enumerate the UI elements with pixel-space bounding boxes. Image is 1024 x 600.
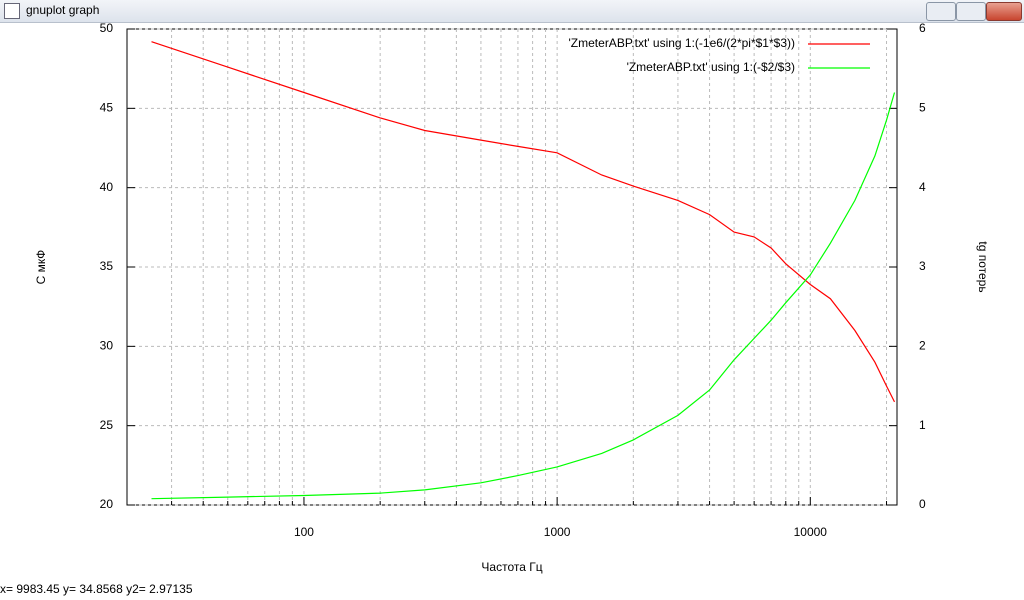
y2-tick-label: 3 — [919, 259, 926, 273]
app-icon — [4, 3, 20, 19]
y2-tick-label: 4 — [919, 180, 926, 194]
y2-tick-label: 0 — [919, 497, 926, 511]
y2-tick-label: 2 — [919, 339, 926, 353]
y2-tick-label: 6 — [919, 22, 926, 35]
y-tick-label: 45 — [100, 101, 114, 115]
y2-axis-label: tg потерь — [976, 241, 990, 292]
title-bar: gnuplot graph — [0, 0, 1024, 23]
x-axis-label: Частота Гц — [481, 560, 542, 574]
window-title: gnuplot graph — [26, 3, 100, 17]
y-tick-label: 40 — [100, 180, 114, 194]
legend-label: 'ZmeterABP.txt' using 1:(-1e6/(2*pi*$1*$… — [569, 36, 795, 50]
y-tick-label: 35 — [100, 259, 114, 273]
y2-tick-label: 5 — [919, 101, 926, 115]
status-bar: x= 9983.45 y= 34.8568 y2= 2.97135 — [0, 582, 193, 596]
data-line — [151, 41, 896, 403]
x-tick-label: 10000 — [794, 525, 828, 539]
maximize-button[interactable] — [956, 2, 986, 21]
close-button[interactable] — [986, 2, 1022, 21]
y-tick-label: 30 — [100, 339, 114, 353]
legend-label: 'ZmeterABP.txt' using 1:(-$2/$3) — [627, 60, 795, 74]
y-axis-label: С мкФ — [34, 250, 48, 285]
data-line — [151, 92, 896, 500]
minimize-button[interactable] — [926, 2, 956, 21]
y-tick-label: 25 — [100, 418, 114, 432]
y-tick-label: 20 — [100, 497, 114, 511]
chart: С мкФ tg потерь Частота Гц 2025303540455… — [34, 22, 990, 574]
x-tick-label: 100 — [294, 525, 314, 539]
y2-tick-label: 1 — [919, 418, 926, 432]
x-tick-label: 1000 — [544, 525, 571, 539]
y-tick-label: 50 — [100, 22, 114, 35]
